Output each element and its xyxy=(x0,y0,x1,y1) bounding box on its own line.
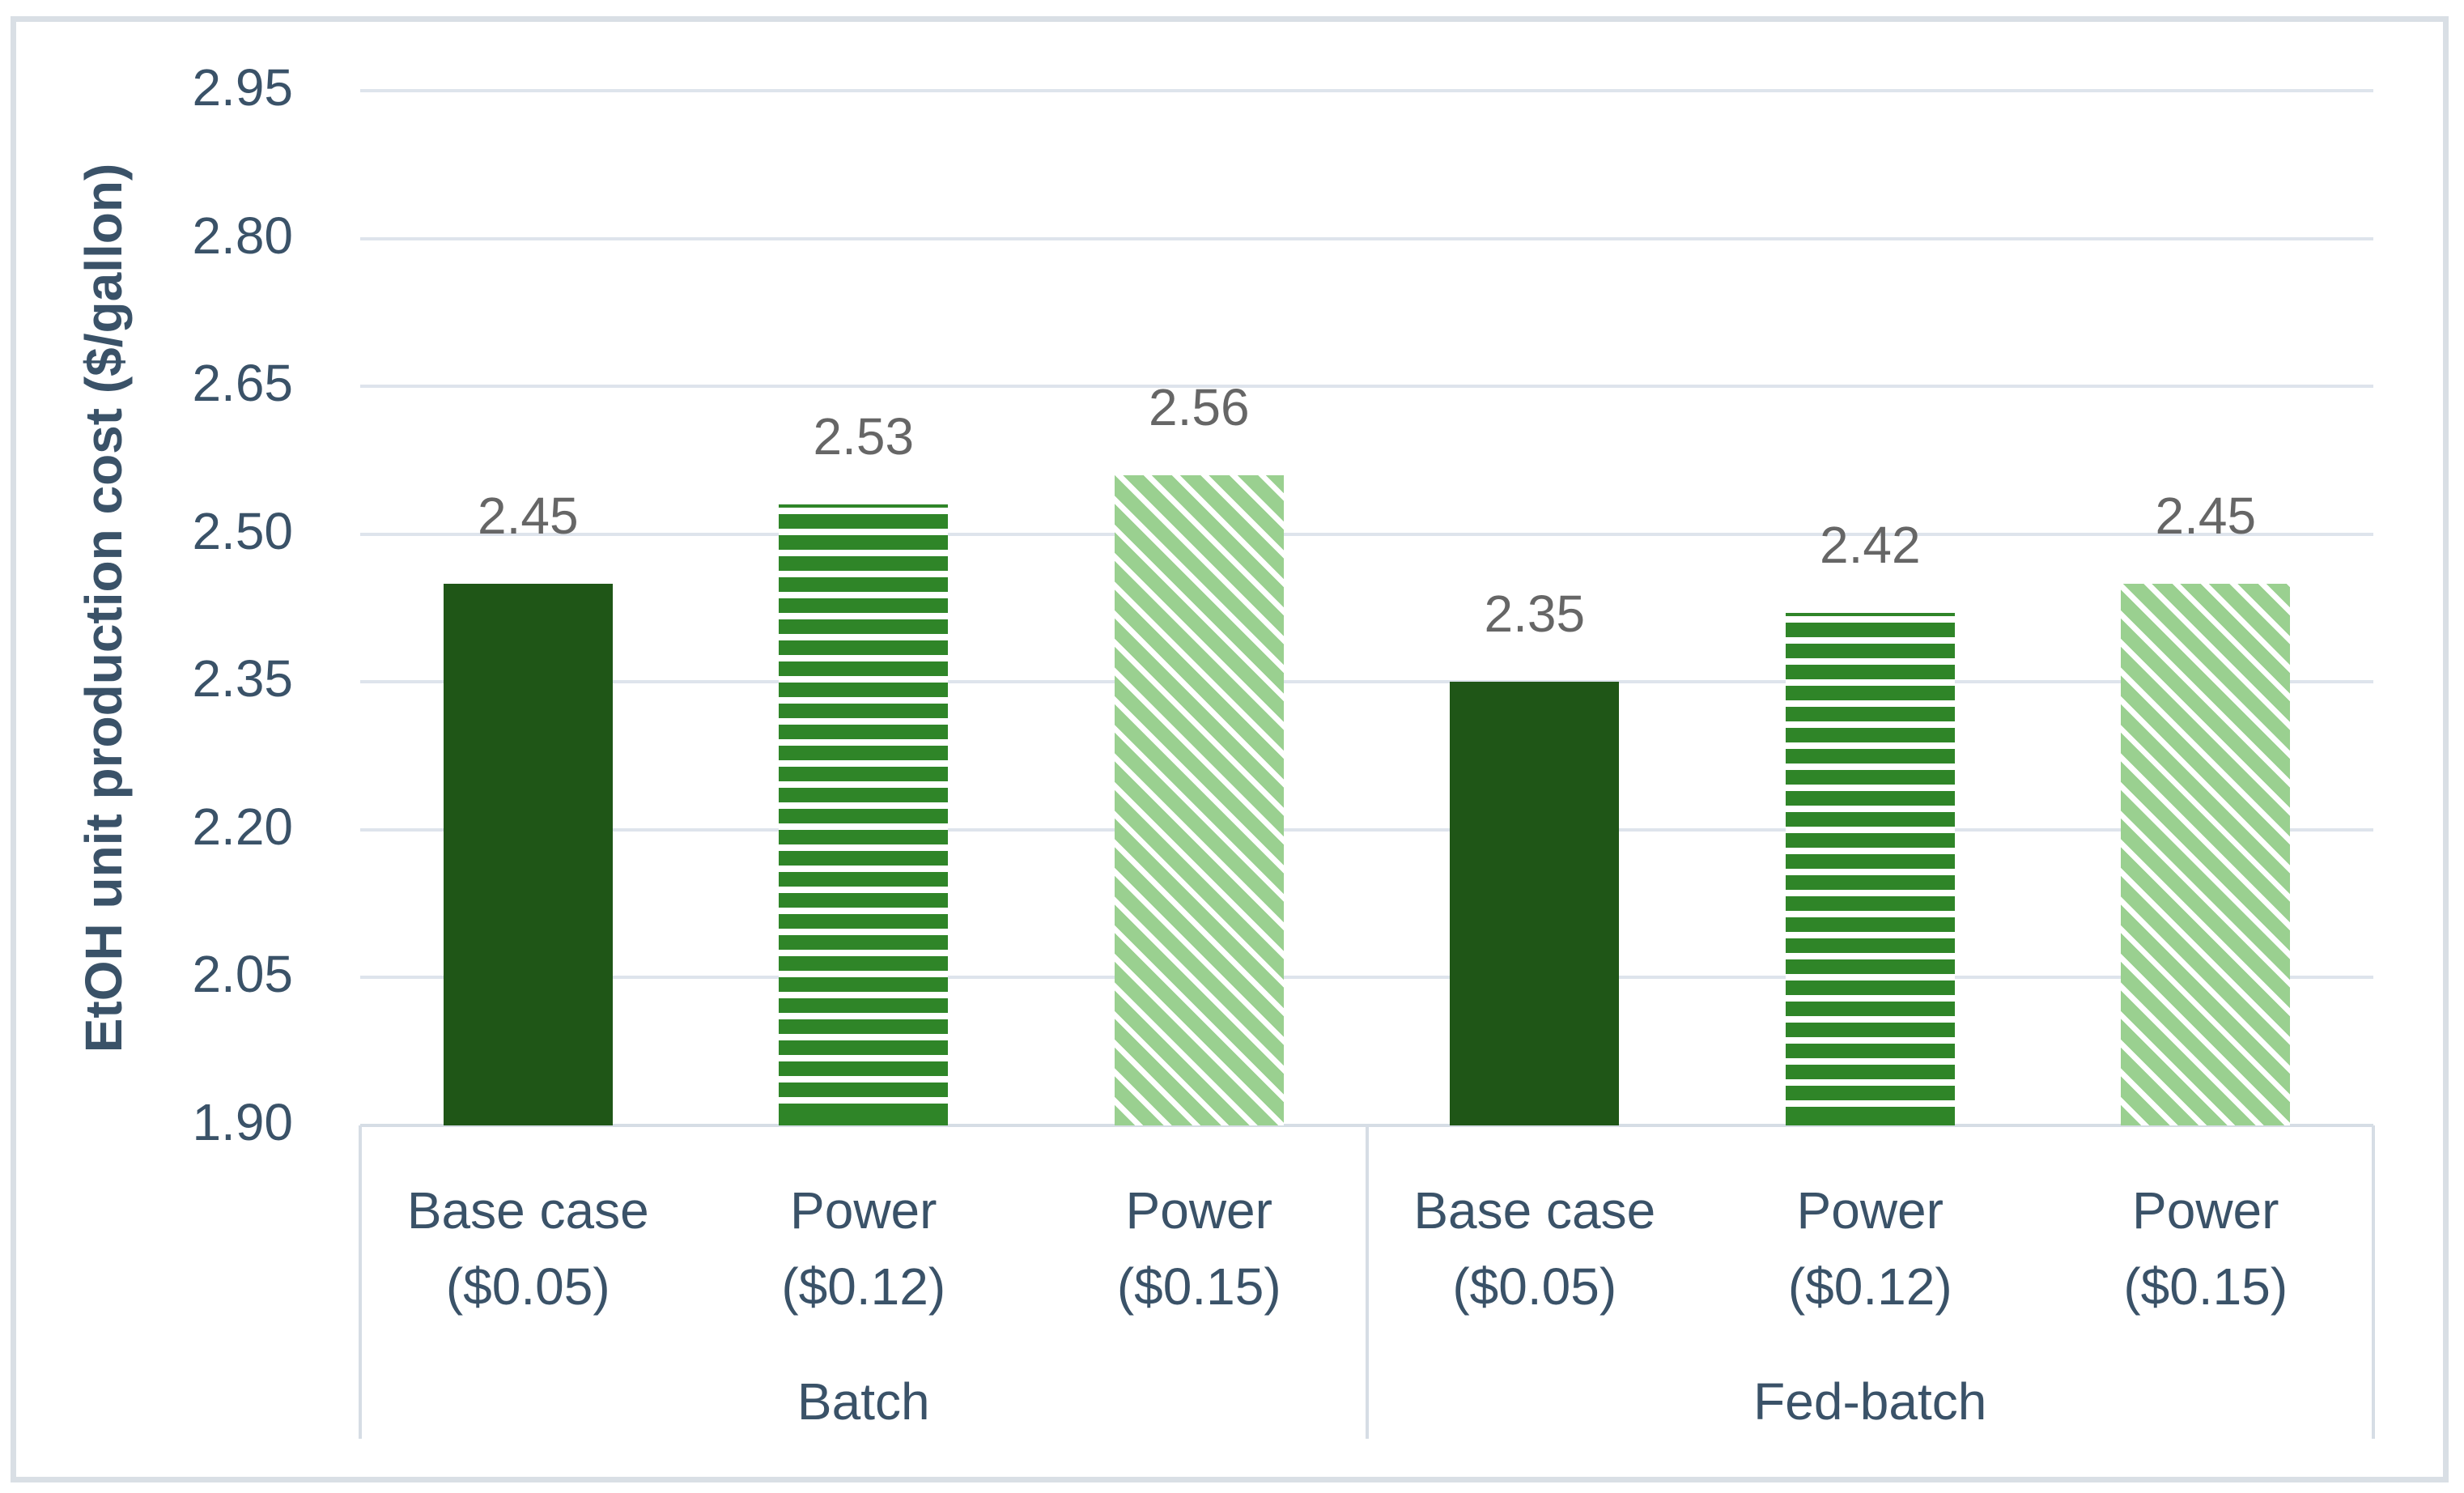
bar-power-0-12- xyxy=(1785,613,1955,1125)
category-label: Power ($0.15) xyxy=(2038,1172,2374,1325)
bar-power-0-15- xyxy=(2121,583,2291,1125)
category-label: Power ($0.12) xyxy=(696,1172,1032,1325)
gridline xyxy=(360,976,2373,980)
category-label-line1: Base case xyxy=(406,1181,649,1240)
category-label-line1: Power xyxy=(2132,1181,2279,1240)
category-label-line2: ($0.05) xyxy=(445,1257,610,1316)
category-label-line2: ($0.15) xyxy=(2123,1257,2288,1316)
category-label-line1: Power xyxy=(1125,1181,1272,1240)
category-label: Power ($0.12) xyxy=(1702,1172,2038,1325)
category-label-line2: ($0.12) xyxy=(1787,1257,1952,1316)
bar-base-case-0-05- xyxy=(1450,682,1620,1125)
y-tick-label: 2.20 xyxy=(192,797,293,856)
gridline xyxy=(360,89,2373,92)
y-tick-label: 2.50 xyxy=(192,501,293,560)
bar-value-label: 2.56 xyxy=(1148,377,1250,436)
category-label-line1: Power xyxy=(1796,1181,1944,1240)
bar-power-0-15- xyxy=(1114,474,1284,1125)
y-tick-label: 2.05 xyxy=(192,945,293,1004)
y-tick-label: 1.90 xyxy=(192,1093,293,1151)
bar-power-0-12- xyxy=(779,504,949,1125)
bar-value-label: 2.45 xyxy=(2155,486,2257,545)
group-label-batch: Batch xyxy=(797,1372,930,1431)
bar-base-case-0-05- xyxy=(443,583,613,1125)
y-tick-label: 2.95 xyxy=(192,58,293,117)
gridline xyxy=(360,532,2373,536)
gridline xyxy=(360,680,2373,684)
bar-value-label: 2.53 xyxy=(813,407,915,466)
gridline xyxy=(360,827,2373,832)
category-label-line2: ($0.12) xyxy=(781,1257,946,1316)
y-tick-label: 2.80 xyxy=(192,206,293,265)
y-tick-label: 2.35 xyxy=(192,649,293,708)
category-label: Base case ($0.05) xyxy=(1367,1172,1703,1325)
category-label: Power ($0.15) xyxy=(1031,1172,1367,1325)
category-label-line2: ($0.05) xyxy=(1452,1257,1617,1316)
category-label: Base case ($0.05) xyxy=(360,1172,696,1325)
axis-divider xyxy=(2372,1125,2375,1439)
axis-divider xyxy=(1365,1125,1369,1439)
category-label-line1: Power xyxy=(790,1181,937,1240)
axis-divider xyxy=(359,1125,362,1439)
gridline xyxy=(360,385,2373,389)
group-label-fed-batch: Fed-batch xyxy=(1753,1372,1987,1431)
category-label-line1: Base case xyxy=(1413,1181,1656,1240)
y-tick-label: 2.65 xyxy=(192,354,293,413)
bar-value-label: 2.35 xyxy=(1484,585,1586,644)
bar-value-label: 2.42 xyxy=(1819,516,1921,575)
category-label-line2: ($0.15) xyxy=(1116,1257,1281,1316)
y-axis-title: EtOH unit production cost ($/gallon) xyxy=(74,163,133,1053)
gridline xyxy=(360,236,2373,240)
bar-value-label: 2.45 xyxy=(477,486,579,545)
